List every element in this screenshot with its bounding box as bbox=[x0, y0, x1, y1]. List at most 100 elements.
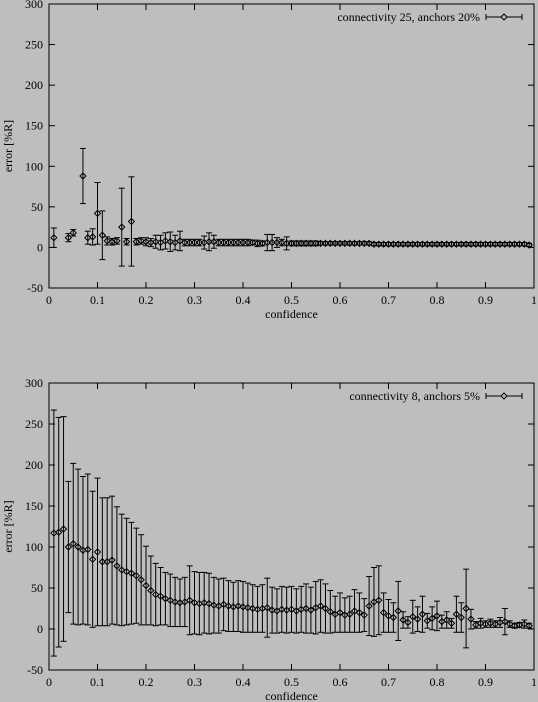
data-point bbox=[122, 567, 131, 576]
x-tick-label: 0.1 bbox=[90, 293, 105, 307]
data-point bbox=[244, 238, 252, 247]
data-point bbox=[331, 239, 339, 248]
data-point bbox=[219, 238, 228, 247]
data-point bbox=[350, 607, 359, 615]
data-point bbox=[137, 237, 145, 245]
data-point bbox=[69, 229, 77, 237]
data-point bbox=[457, 613, 465, 622]
data-point bbox=[302, 604, 310, 613]
data-point bbox=[287, 605, 296, 614]
y-tick-label: 200 bbox=[25, 78, 43, 92]
x-tick-label: 0.3 bbox=[187, 675, 202, 689]
data-point bbox=[423, 240, 432, 248]
data-point bbox=[190, 238, 199, 247]
data-point bbox=[462, 240, 470, 248]
data-point bbox=[147, 586, 155, 595]
data-point bbox=[326, 608, 335, 616]
data-point bbox=[268, 238, 276, 247]
data-point bbox=[355, 239, 364, 248]
x-axis-label: confidence bbox=[265, 307, 318, 321]
data-point bbox=[263, 238, 271, 247]
data-point bbox=[481, 240, 490, 248]
data-point bbox=[404, 618, 412, 627]
y-tick-label: -50 bbox=[27, 281, 43, 295]
data-point bbox=[399, 240, 407, 248]
data-point bbox=[350, 239, 359, 248]
x-tick-label: 0.4 bbox=[236, 293, 251, 307]
data-point bbox=[409, 612, 417, 621]
x-axis-label: confidence bbox=[265, 689, 318, 702]
data-point bbox=[122, 238, 131, 246]
data-point bbox=[409, 240, 417, 248]
data-point bbox=[239, 603, 247, 611]
y-tick-label: 250 bbox=[25, 417, 43, 431]
data-point bbox=[515, 240, 524, 248]
data-point bbox=[370, 240, 378, 248]
data-point bbox=[355, 608, 364, 617]
data-point bbox=[142, 581, 150, 590]
data-point bbox=[476, 619, 485, 627]
data-point bbox=[263, 603, 271, 612]
data-point bbox=[297, 239, 305, 248]
data-point bbox=[365, 602, 373, 610]
y-tick-label: 100 bbox=[25, 540, 43, 554]
x-tick-label: 0.5 bbox=[284, 675, 299, 689]
data-point bbox=[321, 239, 330, 248]
data-point bbox=[205, 599, 213, 608]
data-point bbox=[501, 240, 509, 248]
y-tick-label: 0 bbox=[37, 240, 43, 254]
legend-marker bbox=[500, 13, 508, 21]
data-point bbox=[282, 239, 291, 248]
x-tick-label: 0 bbox=[46, 675, 52, 689]
data-point bbox=[428, 614, 436, 623]
data-point bbox=[69, 540, 77, 548]
data-point bbox=[161, 237, 170, 245]
data-point bbox=[127, 569, 136, 577]
data-point bbox=[93, 209, 102, 218]
data-point bbox=[54, 528, 63, 536]
data-point bbox=[215, 238, 223, 247]
data-point bbox=[486, 619, 495, 627]
data-point bbox=[467, 240, 475, 248]
data-point bbox=[345, 239, 354, 248]
data-point bbox=[253, 239, 262, 248]
data-point bbox=[166, 238, 174, 246]
data-point bbox=[462, 604, 470, 613]
data-point bbox=[399, 616, 407, 624]
legend-marker bbox=[500, 392, 508, 400]
x-tick-label: 0.8 bbox=[430, 293, 445, 307]
data-point bbox=[423, 617, 432, 625]
y-tick-label: 50 bbox=[31, 200, 43, 214]
data-point bbox=[127, 217, 136, 226]
data-point bbox=[341, 239, 349, 248]
data-point bbox=[496, 240, 504, 248]
data-point bbox=[360, 239, 368, 248]
data-point bbox=[316, 239, 325, 248]
data-point bbox=[176, 237, 184, 245]
data-point bbox=[384, 612, 393, 620]
data-point bbox=[273, 238, 281, 247]
x-tick-label: 0.9 bbox=[478, 293, 493, 307]
y-tick-label: 50 bbox=[31, 581, 43, 595]
data-point bbox=[389, 240, 398, 248]
data-point bbox=[50, 233, 58, 242]
data-point bbox=[210, 238, 218, 246]
data-point bbox=[88, 555, 97, 564]
data-point bbox=[418, 240, 427, 248]
data-point bbox=[185, 596, 194, 605]
data-point bbox=[151, 238, 160, 246]
data-point bbox=[200, 599, 208, 607]
y-axis-label: error [%R] bbox=[1, 500, 15, 552]
data-point bbox=[268, 606, 276, 614]
y-tick-label: 100 bbox=[25, 159, 43, 173]
x-tick-label: 1 bbox=[531, 293, 537, 307]
data-point bbox=[132, 571, 141, 580]
data-point bbox=[190, 599, 199, 607]
data-point bbox=[79, 172, 87, 180]
data-point bbox=[248, 604, 257, 613]
y-tick-label: 300 bbox=[25, 376, 43, 390]
data-point bbox=[404, 240, 412, 248]
data-point bbox=[302, 239, 310, 248]
